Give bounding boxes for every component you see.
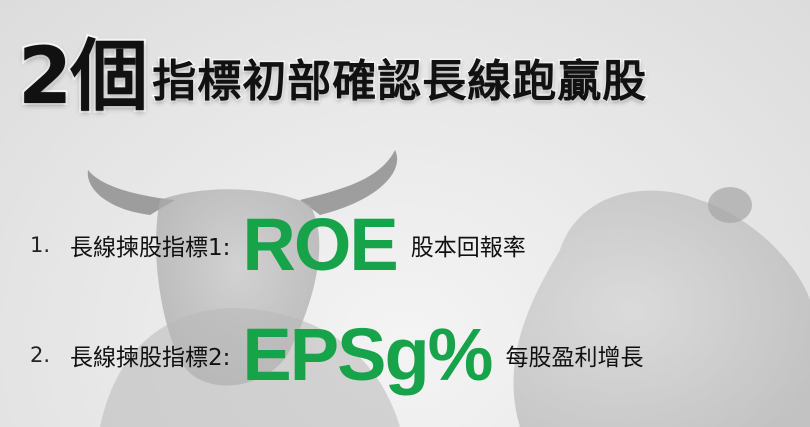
item-label: 長線揀股指標2: xyxy=(70,345,231,371)
list-item: 1. 長線揀股指標1: ROE 股本回報率 xyxy=(30,208,526,282)
metric-epsg: EPSg% xyxy=(242,313,493,396)
list-item: 2. 長線揀股指標2: EPSg% 每股盈利增長 xyxy=(30,318,643,392)
item-number: 2. xyxy=(30,343,51,367)
item-description: 每股盈利增長 xyxy=(505,345,644,371)
item-number: 1. xyxy=(30,233,51,257)
bear-ear xyxy=(708,187,752,223)
item-label: 長線揀股指標1: xyxy=(70,235,231,261)
bull-horn-left xyxy=(87,170,175,215)
page-title: 2個 指標初部確認長線跑贏股 xyxy=(16,6,648,122)
item-description: 股本回報率 xyxy=(410,235,526,261)
title-number: 2個 xyxy=(16,32,150,122)
title-text: 指標初部確認長線跑贏股 xyxy=(151,56,648,107)
bull-horn-right xyxy=(300,150,398,215)
metric-roe: ROE xyxy=(242,203,398,286)
bear-head xyxy=(513,190,810,427)
bull-body xyxy=(100,308,400,427)
